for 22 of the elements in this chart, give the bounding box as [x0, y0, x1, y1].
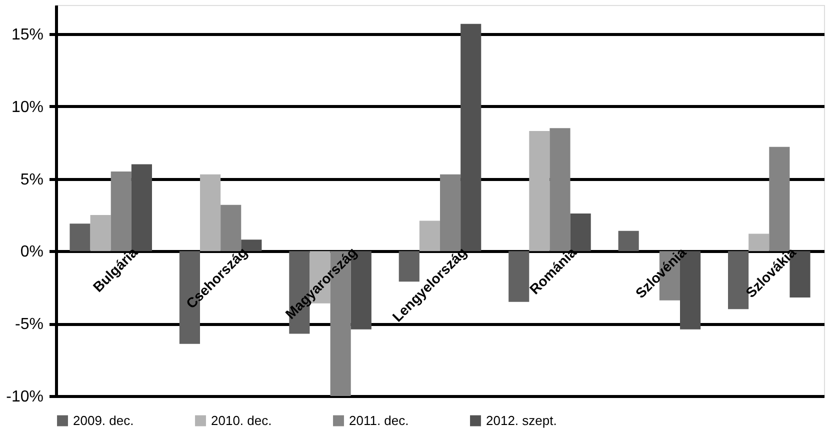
y-tick-label: 0% [20, 244, 44, 261]
y-tick-label: -10% [6, 388, 44, 406]
bar [769, 146, 790, 252]
y-tick-label: 10% [11, 98, 44, 116]
bar [70, 224, 90, 252]
bar [550, 128, 570, 252]
legend-label: 2010. dec. [211, 412, 272, 428]
legend-label: 2012. szept. [486, 412, 557, 428]
bar [618, 230, 639, 252]
legend-label: 2011. dec. [349, 412, 409, 428]
legend-label: 2009. dec. [73, 412, 134, 428]
y-tick-label: 5% [20, 171, 44, 188]
bar [570, 214, 591, 252]
y-tick-label: 15% [11, 26, 44, 44]
bar [529, 130, 550, 252]
bar [398, 251, 420, 282]
bar [508, 251, 530, 302]
y-tick-label: -5% [15, 316, 44, 334]
bar [131, 164, 152, 252]
bar [748, 234, 770, 252]
bar [90, 214, 111, 252]
bar [110, 172, 132, 252]
